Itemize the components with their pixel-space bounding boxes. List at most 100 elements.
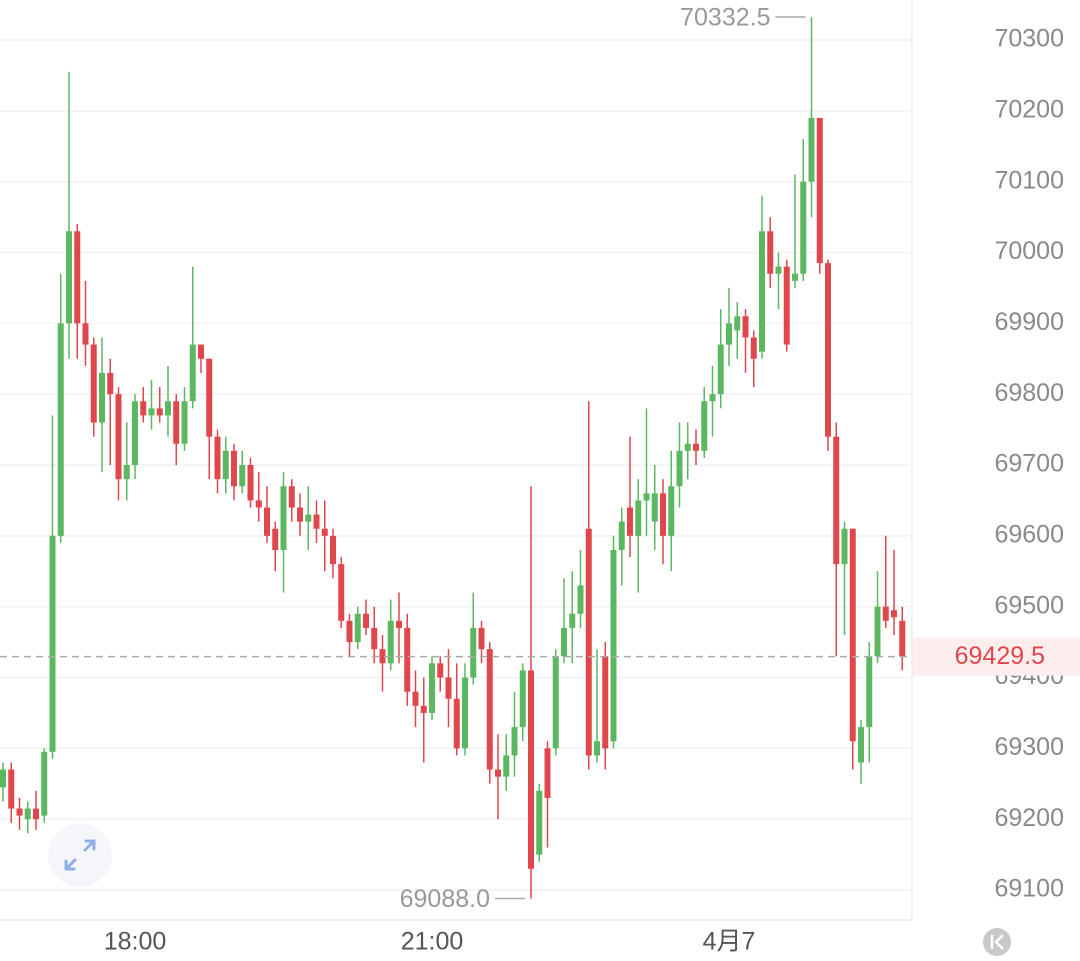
- candle-body: [99, 372, 105, 423]
- y-tick-label: 69700: [994, 450, 1064, 478]
- candle-body: [429, 663, 435, 713]
- candle-body: [726, 323, 732, 345]
- candle-body: [792, 273, 798, 281]
- candle-body: [874, 606, 881, 657]
- candle-body: [783, 266, 790, 345]
- candle-body: [668, 486, 675, 536]
- candle-body: [247, 465, 254, 501]
- candle-body: [759, 231, 765, 352]
- candle-body: [635, 500, 642, 536]
- y-tick-label: 70200: [994, 95, 1064, 123]
- candle-body: [16, 808, 23, 816]
- candle-body: [239, 465, 246, 487]
- expand-icon[interactable]: [64, 839, 96, 871]
- candle-body: [816, 117, 823, 264]
- candle-body: [41, 751, 48, 816]
- candle-body: [453, 698, 460, 749]
- candle-body: [676, 450, 683, 487]
- last-price-box: [913, 637, 1080, 676]
- candle-body: [330, 535, 336, 565]
- x-tick-label: 21:00: [401, 928, 464, 956]
- candle-body: [478, 627, 485, 650]
- candle-body: [767, 231, 774, 274]
- candle-body: [206, 358, 213, 437]
- candle-body: [189, 344, 196, 402]
- candle-body: [82, 323, 89, 345]
- candle-body: [57, 323, 64, 536]
- low-annotation: 69088.0: [400, 885, 490, 913]
- candle-body: [222, 450, 229, 480]
- y-tick-label: 69200: [994, 804, 1064, 832]
- collapse-icon[interactable]: [990, 934, 1004, 950]
- candle-body: [610, 550, 617, 742]
- candle-body: [693, 443, 699, 451]
- candle-body: [651, 493, 658, 522]
- candle-body: [321, 528, 328, 536]
- candle-body: [371, 627, 378, 650]
- candle-body: [148, 408, 155, 416]
- y-tick-label: 69900: [994, 308, 1064, 336]
- candle-body: [742, 316, 749, 338]
- candle-body: [198, 344, 204, 359]
- candle-body: [156, 408, 163, 416]
- candle-body: [346, 620, 353, 643]
- candle-body: [536, 790, 543, 855]
- candle-body: [486, 649, 493, 770]
- candle-body: [338, 564, 345, 621]
- candle-body: [305, 514, 312, 522]
- x-tick-label: 18:00: [104, 928, 167, 956]
- y-tick-label: 70100: [994, 166, 1064, 194]
- candle-body: [66, 231, 72, 324]
- candle-body: [140, 401, 147, 416]
- candle-body: [808, 117, 815, 182]
- candle-body: [132, 401, 138, 466]
- candle-body: [841, 528, 848, 565]
- candle-body: [272, 528, 279, 551]
- y-tick-label: 70000: [994, 237, 1064, 265]
- candle-body: [33, 808, 39, 820]
- candle-body: [115, 394, 122, 480]
- candle-body: [882, 606, 889, 621]
- candle-body: [437, 663, 444, 678]
- candle-body: [288, 486, 295, 508]
- candle-body: [462, 677, 468, 749]
- candle-body: [775, 266, 782, 274]
- candle-body: [825, 263, 831, 437]
- collapse-button[interactable]: [983, 928, 1011, 956]
- candle-body: [8, 769, 15, 809]
- candle-body: [379, 649, 386, 664]
- candle-body: [412, 691, 419, 706]
- expand-button[interactable]: [48, 823, 112, 887]
- candle-body: [750, 337, 757, 359]
- candle-body: [24, 808, 31, 820]
- candle-body: [899, 620, 906, 657]
- candle-body: [363, 613, 369, 628]
- candle-body: [297, 507, 303, 522]
- candle-body: [165, 401, 171, 416]
- candle-body: [519, 670, 526, 728]
- candle-body: [264, 507, 270, 536]
- candle-body: [255, 500, 262, 508]
- candle-body: [544, 748, 551, 798]
- candle-body: [602, 656, 609, 749]
- y-tick-label: 69600: [994, 520, 1064, 548]
- candle-body: [709, 394, 716, 402]
- candle-body: [643, 493, 650, 501]
- candle-body: [569, 613, 576, 628]
- y-tick-label: 69100: [994, 875, 1064, 903]
- candle-body: [123, 465, 130, 480]
- candle-body: [561, 627, 567, 657]
- y-tick-label: 70300: [994, 25, 1064, 53]
- last-price-label: 69429.5: [955, 642, 1045, 670]
- candle-body: [627, 507, 633, 536]
- candle-body: [313, 514, 320, 529]
- candle-body: [528, 670, 534, 869]
- expand-button-bg[interactable]: [48, 823, 112, 887]
- candle-body: [849, 528, 856, 742]
- y-tick-label: 69800: [994, 379, 1064, 407]
- candle-body: [0, 769, 6, 788]
- candle-body: [280, 486, 287, 551]
- candle-body: [618, 521, 625, 551]
- y-tick-label: 69300: [994, 733, 1064, 761]
